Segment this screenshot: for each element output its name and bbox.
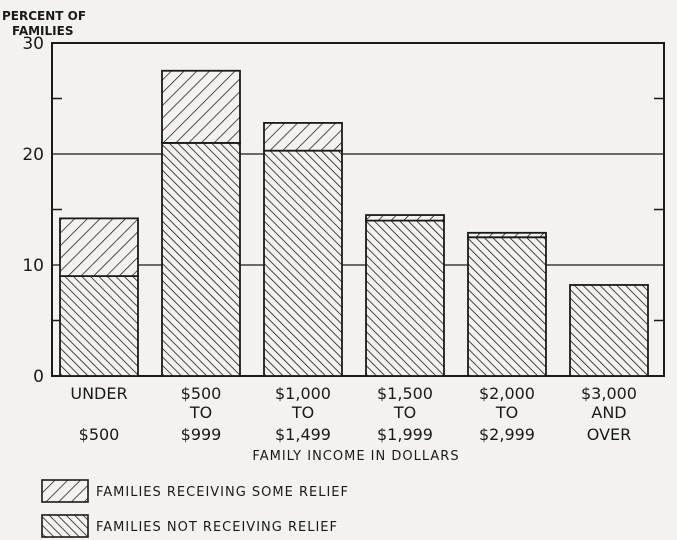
x-tick-label: $2,999	[479, 425, 535, 444]
bar-receiving-relief	[467, 231, 547, 239]
x-tick-label: $500	[79, 425, 120, 444]
gridlines	[52, 153, 664, 266]
x-axis-tick-labels: UNDER$500$500TO$999$1,000TO$1,499$1,500T…	[70, 384, 637, 444]
bar-not-receiving-relief	[569, 284, 649, 377]
y-tick-label: 20	[22, 145, 44, 165]
bar-not-receiving-relief	[467, 236, 547, 377]
x-tick-label: TO	[495, 403, 518, 422]
legend: FAMILIES RECEIVING SOME RELIEF FAMILIES N…	[41, 479, 349, 538]
x-tick-label: TO	[189, 403, 212, 422]
bar-receiving-relief	[161, 69, 241, 144]
x-tick-label: $1,499	[275, 425, 331, 444]
x-tick-label: $999	[181, 425, 222, 444]
x-tick-label: $3,000	[581, 384, 637, 403]
legend-swatch	[41, 514, 89, 538]
x-tick-label: OVER	[587, 425, 631, 444]
x-tick-label: UNDER	[70, 384, 127, 403]
bar-not-receiving-relief	[59, 275, 139, 377]
bars	[59, 69, 649, 377]
x-tick-label: $1,999	[377, 425, 433, 444]
x-tick-label: $500	[181, 384, 222, 403]
x-axis-label: FAMILY INCOME IN DOLLARS	[252, 449, 459, 464]
x-tick-label: $2,000	[479, 384, 535, 403]
y-tick-label: 0	[33, 367, 44, 387]
y-axis-ticks: 0 10 20 30	[22, 34, 664, 387]
bar-receiving-relief	[59, 217, 139, 278]
x-tick-label: AND	[591, 403, 626, 422]
y-axis-label: PERCENT OF FAMILIES	[2, 9, 90, 38]
bar-receiving-relief	[263, 122, 343, 152]
legend-swatch	[41, 479, 89, 503]
legend-label: FAMILIES NOT RECEIVING RELIEF	[96, 520, 338, 535]
x-tick-label: TO	[393, 403, 416, 422]
bar-receiving-relief	[365, 214, 445, 222]
legend-label: FAMILIES RECEIVING SOME RELIEF	[96, 485, 349, 500]
x-tick-label: $1,000	[275, 384, 331, 403]
y-tick-label: 30	[22, 34, 44, 54]
bar-not-receiving-relief	[161, 141, 241, 377]
x-tick-label: TO	[291, 403, 314, 422]
bar-not-receiving-relief	[263, 149, 343, 377]
y-tick-label: 10	[22, 256, 44, 276]
x-tick-label: $1,500	[377, 384, 433, 403]
bar-not-receiving-relief	[365, 219, 445, 377]
